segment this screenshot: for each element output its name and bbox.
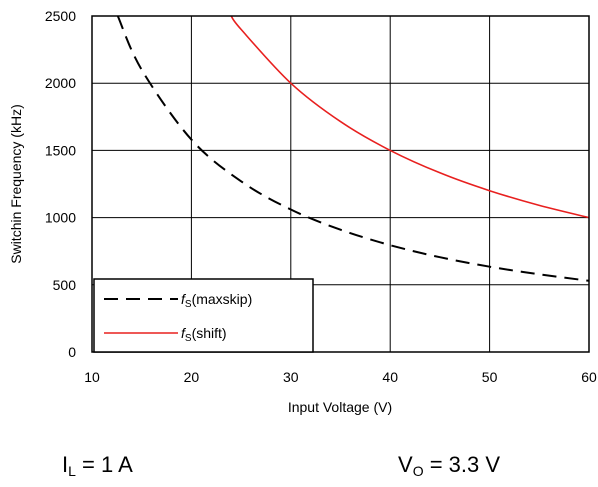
switching-frequency-chart: 10 20 30 40 50 60 0 500 1000 1500 2000 2500 Input … (8, 8, 597, 415)
x-tick-label: 20 (184, 369, 200, 385)
gridlines (92, 16, 589, 352)
x-axis-title: Input Voltage (V) (288, 399, 392, 415)
series-line-shift (230, 15, 590, 219)
x-tick-label: 40 (382, 369, 398, 385)
y-tick-label: 1500 (45, 142, 76, 158)
x-tick-labels: 10 20 30 40 50 60 (84, 369, 597, 385)
legend-label-shift: fS(shift) (181, 325, 227, 344)
x-tick-label: 60 (581, 369, 597, 385)
output-voltage-condition: VO = 3.3 V (398, 452, 501, 479)
y-tick-labels: 0 500 1000 1500 2000 2500 (45, 8, 76, 360)
y-tick-label: 2000 (45, 75, 76, 91)
x-tick-label: 10 (84, 369, 100, 385)
y-tick-label: 0 (68, 344, 76, 360)
plot-frame (91, 15, 590, 353)
legend: fS(maxskip) fS(shift) (93, 278, 314, 353)
y-tick-label: 2500 (45, 8, 76, 24)
legend-box (93, 278, 314, 353)
y-axis-title: Switchin Frequency (kHz) (8, 104, 24, 264)
x-tick-label: 30 (283, 369, 299, 385)
legend-label-maxskip: fS(maxskip) (181, 291, 252, 310)
y-tick-label: 1000 (45, 210, 76, 226)
x-tick-label: 50 (482, 369, 498, 385)
load-current-condition: IL = 1 A (62, 452, 133, 479)
y-tick-label: 500 (53, 277, 77, 293)
series-line-maxskip (116, 15, 590, 282)
series-lines (116, 15, 590, 282)
